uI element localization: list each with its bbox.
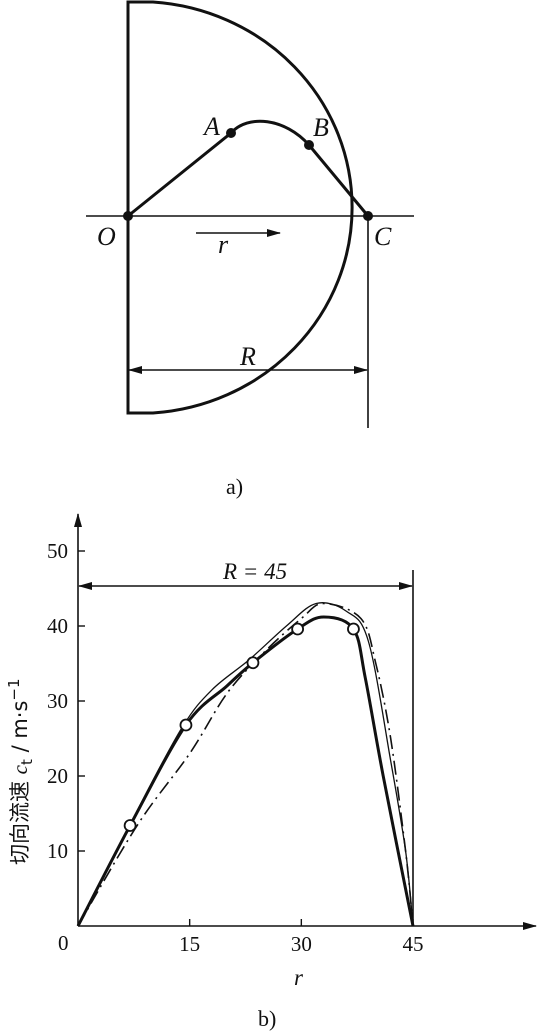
r-arrow-label: r: [218, 230, 229, 259]
r45-annotation: R = 45: [222, 559, 287, 584]
y-axis-label-main: 切向流速: [8, 774, 32, 865]
y-axis-label-var: c: [8, 764, 32, 774]
x-axis-label: r: [294, 965, 304, 990]
label-c: C: [374, 222, 392, 251]
y-tick-label: 30: [47, 689, 68, 713]
y-tick-label: 10: [47, 839, 68, 863]
diagram-a: O A B C r R a): [86, 0, 414, 499]
point-b: [304, 140, 314, 150]
y-tick-label: 20: [47, 764, 68, 788]
y-axis-label-sup: −1: [5, 678, 23, 700]
y-axis-label-sub: t: [18, 759, 36, 765]
label-o: O: [97, 222, 116, 251]
x-tick-label: 30: [291, 932, 312, 956]
axis-ticks: 15 30 45 10 20 30 40 50: [47, 539, 424, 956]
data-point-marker: [179, 718, 193, 732]
y-tick-label: 40: [47, 614, 68, 638]
chart-series: [76, 602, 415, 927]
point-c: [363, 211, 373, 221]
label-b: B: [313, 113, 329, 142]
profile-curve-oabc: [127, 119, 370, 218]
semicircle-outline: [126, 0, 354, 415]
x-tick-label: 45: [403, 932, 424, 956]
radius-label: R: [239, 342, 256, 371]
caption-a: a): [226, 474, 243, 499]
data-point-marker: [291, 622, 305, 636]
data-point-marker: [347, 622, 360, 636]
series-line-dash-dot: [77, 602, 414, 927]
series-line-solid-thin: [77, 602, 414, 927]
y-axis-label: 切向流速 ct / m·s−1: [5, 678, 36, 865]
label-a: A: [202, 112, 220, 141]
y-tick-label: 50: [47, 539, 68, 563]
point-a: [226, 128, 236, 138]
origin-label: 0: [58, 931, 69, 955]
x-tick-label: 15: [179, 932, 200, 956]
point-o: [123, 211, 133, 221]
data-point-marker: [123, 819, 137, 832]
caption-b: b): [258, 1006, 276, 1031]
chart-b: R = 45 15 30 45 10 20 30 40 50 0 r 切向流速 ct / m·…: [5, 513, 537, 1031]
y-axis-label-unit: / m·s: [8, 701, 32, 760]
data-point-marker: [246, 656, 260, 670]
